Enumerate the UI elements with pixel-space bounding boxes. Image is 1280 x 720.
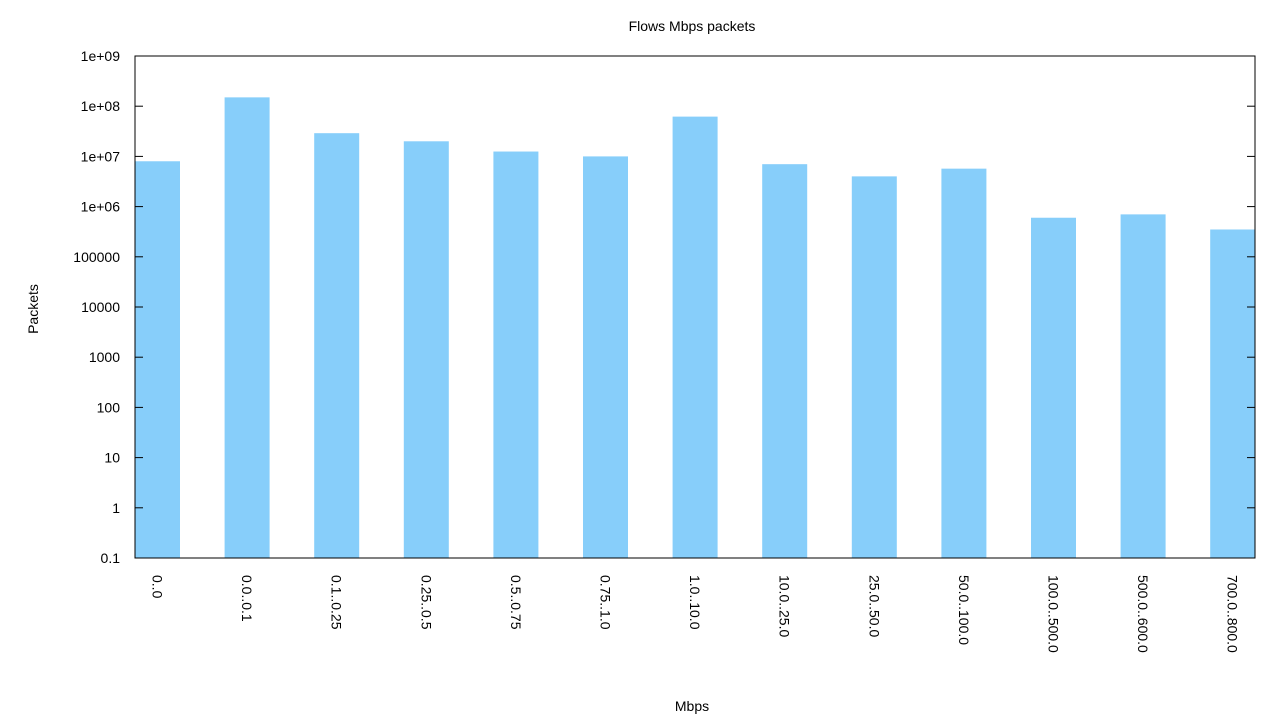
bar (224, 97, 270, 558)
y-tick-label: 1 (112, 500, 120, 516)
bar (493, 151, 539, 559)
bar (314, 133, 360, 558)
bar (403, 141, 449, 558)
bar (135, 161, 180, 558)
bar (583, 156, 628, 558)
x-tick-label: 500.0..600.0 (1135, 575, 1151, 653)
y-tick-label: 10000 (81, 299, 120, 315)
bar (1031, 217, 1076, 558)
y-tick-label: 1e+09 (81, 48, 121, 64)
x-axis-label: Mbps (675, 698, 709, 714)
y-tick-label: 1e+08 (81, 98, 121, 114)
y-tick-label: 10 (104, 450, 120, 466)
bar (1120, 214, 1166, 558)
y-tick-label: 1000 (89, 349, 120, 365)
x-tick-label: 100.0..500.0 (1046, 575, 1062, 653)
bar (762, 164, 808, 558)
y-tick-label: 100000 (73, 249, 120, 265)
x-tick-label: 0.5..0.75 (508, 575, 524, 630)
y-tick-label: 1e+07 (81, 148, 121, 164)
x-tick-label: 0.0..0.1 (239, 575, 255, 622)
y-tick-label: 100 (97, 399, 121, 415)
x-tick-label: 10.0..25.0 (777, 575, 793, 637)
y-axis: 0.1 1 10 100 1000 10000 100000 1e+06 1e+07 1e+08 1… (73, 48, 1255, 566)
chart-title: Flows Mbps packets (629, 18, 756, 34)
plot-border (134, 55, 1256, 559)
bars-group (135, 97, 1256, 559)
x-tick-label: 1.0..10.0 (687, 575, 703, 630)
x-tick-label: 0.25..0.5 (418, 575, 434, 630)
x-tick-label: 50.0..100.0 (956, 575, 972, 645)
x-tick-label: 25.0..50.0 (866, 575, 882, 637)
bar (941, 168, 987, 558)
x-tick-label: 0.1..0.25 (329, 575, 345, 630)
bar (851, 176, 897, 558)
y-tick-label: 1e+06 (81, 199, 121, 215)
x-axis: 0..0 0.0..0.1 0.1..0.25 0.25..0.5 0.5..0.75 0… (150, 575, 1241, 653)
x-tick-label: 700.0..800.0 (1225, 575, 1241, 653)
y-axis-label: Packets (25, 284, 41, 334)
x-tick-label: 0..0 (150, 575, 166, 599)
bar (672, 116, 718, 558)
bar (1210, 229, 1256, 558)
y-tick-label: 0.1 (101, 550, 121, 566)
x-tick-label: 0.75..1.0 (598, 575, 614, 630)
